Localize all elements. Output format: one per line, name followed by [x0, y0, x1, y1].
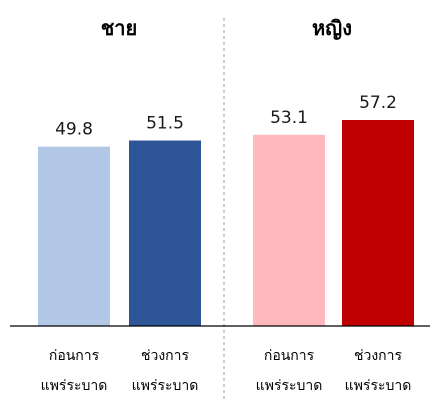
category-label-line1-0-1: ช่วงการ: [141, 348, 190, 364]
category-label-line1-0-0: ก่อนการ: [49, 348, 100, 364]
bar-0-1: [129, 140, 201, 326]
category-label-line1-1-1: ช่วงการ: [354, 348, 403, 364]
category-label-line2-0-1: แพร่ระบาด: [132, 378, 199, 394]
bar-1-1: [342, 120, 414, 326]
bar-0-0: [38, 146, 110, 326]
group-title-female: หญิง: [312, 16, 352, 40]
category-label-line2-1-0: แพร่ระบาด: [256, 378, 323, 394]
value-label-1-0: 53.1: [270, 108, 308, 128]
category-label-line1-1-0: ก่อนการ: [264, 348, 315, 364]
category-label-line2-0-0: แพร่ระบาด: [41, 378, 108, 394]
value-label-1-1: 57.2: [359, 93, 397, 113]
value-label-0-0: 49.8: [55, 120, 93, 140]
value-label-0-1: 51.5: [146, 114, 184, 134]
category-label-line2-1-1: แพร่ระบาด: [345, 378, 412, 394]
bar-1-0: [253, 134, 325, 326]
group-title-male: ชาย: [101, 16, 138, 40]
